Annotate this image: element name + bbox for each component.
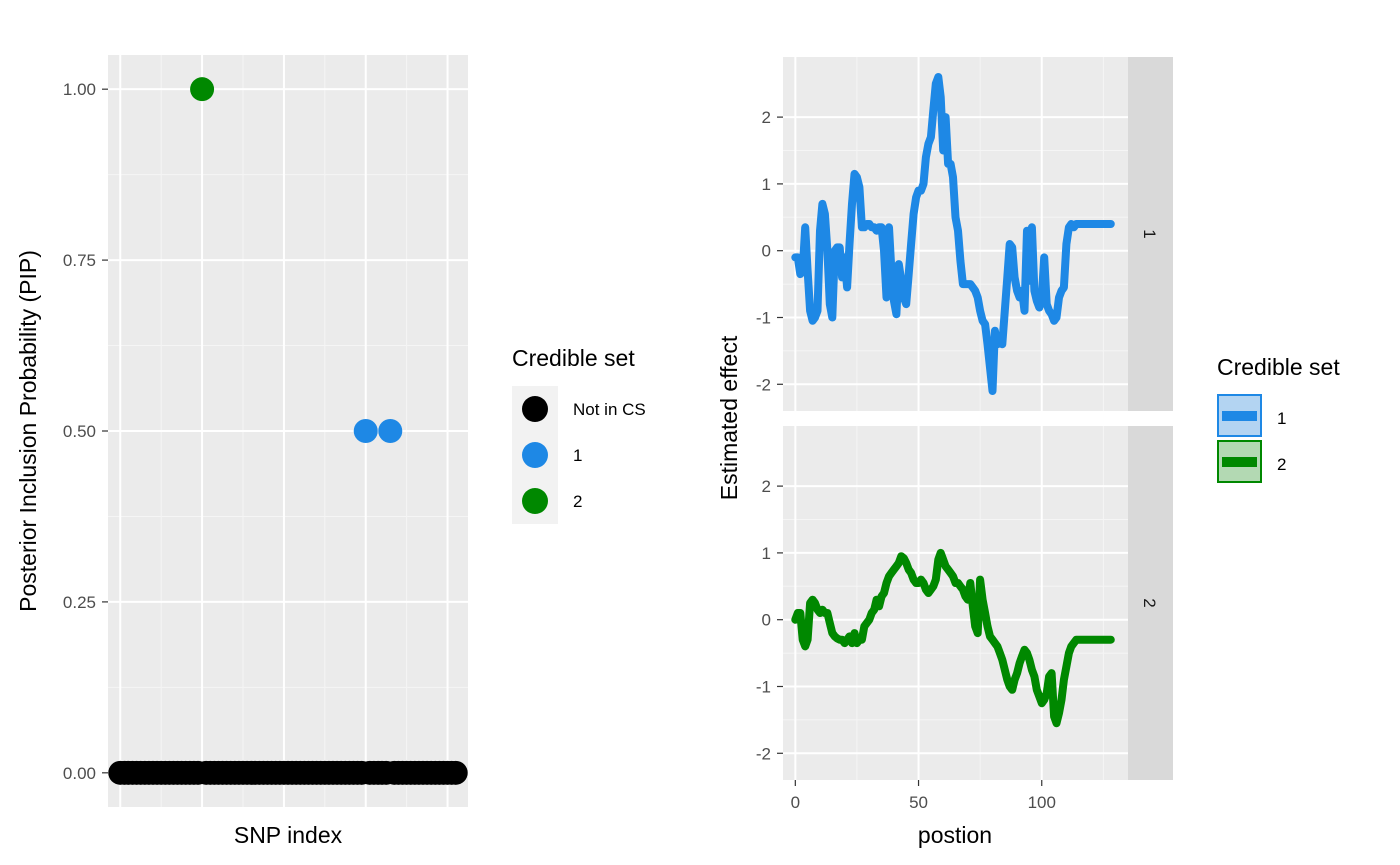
facet-2-strip bbox=[1128, 426, 1173, 780]
pip-y-tick-label: 0.75 bbox=[63, 251, 96, 270]
effect-y-tick-label: 1 bbox=[762, 175, 771, 194]
effect-axes: -2 -1 0 1 2 -2 -1 0 1 2 0 50 100 bbox=[756, 108, 1056, 812]
effect-y-tick-label: 0 bbox=[762, 242, 771, 261]
facet-1-strip-label: 1 bbox=[1140, 229, 1159, 238]
pip-y-axis-title: Posterior Inclusion Probability (PIP) bbox=[15, 250, 41, 612]
pip-legend-title: Credible set bbox=[512, 345, 635, 371]
effect-y-tick-label: 2 bbox=[762, 108, 771, 127]
legend-label-cs-1: 1 bbox=[573, 446, 582, 465]
legend-label-effect-1: 1 bbox=[1277, 409, 1286, 428]
effect-x-tick-label: 100 bbox=[1028, 793, 1056, 812]
effect-y-axis-title: Estimated effect bbox=[716, 335, 742, 500]
facet-1-strip bbox=[1128, 57, 1173, 411]
effect-y-tick-label: -2 bbox=[756, 744, 771, 763]
pip-y-tick-label: 0.25 bbox=[63, 593, 96, 612]
effect-y-tick-label: -1 bbox=[756, 677, 771, 696]
legend-key-not-in-cs bbox=[522, 396, 548, 422]
effect-series-line-2 bbox=[791, 548, 1115, 728]
legend-label-cs-2: 2 bbox=[573, 492, 582, 511]
effect-x-axis-title: postion bbox=[918, 822, 992, 848]
effect-panel: -2 -1 0 1 2 -2 -1 0 1 2 0 50 100 1 2 postion Estimat… bbox=[716, 57, 1173, 848]
effect-y-tick-label: -2 bbox=[756, 375, 771, 394]
legend-label-effect-2: 2 bbox=[1277, 455, 1286, 474]
effect-y-tick-label: 2 bbox=[762, 477, 771, 496]
effect-legend-title: Credible set bbox=[1217, 354, 1340, 380]
pip-y-tick-label: 0.00 bbox=[63, 764, 96, 783]
effect-x-tick-label: 0 bbox=[791, 793, 800, 812]
effect-legend: Credible set 1 2 bbox=[1217, 354, 1340, 483]
effect-series-line-1 bbox=[791, 73, 1115, 395]
pip-point bbox=[353, 419, 378, 443]
effect-y-tick-label: -1 bbox=[756, 308, 771, 327]
pip-legend: Credible set Not in CS 1 2 bbox=[512, 345, 646, 524]
pip-point bbox=[378, 419, 403, 443]
pip-panel: 0.00 0.25 0.50 0.75 1.00 SNP index Posterior… bbox=[15, 55, 468, 848]
facet-2-strip-label: 2 bbox=[1140, 598, 1159, 607]
facet-2-plot-background bbox=[783, 426, 1128, 780]
pip-y-tick-label: 0.50 bbox=[63, 422, 96, 441]
pip-point bbox=[190, 77, 215, 102]
legend-label-not-in-cs: Not in CS bbox=[573, 400, 646, 419]
pip-y-tick-label: 1.00 bbox=[63, 80, 96, 99]
effect-y-tick-label: 0 bbox=[762, 611, 771, 630]
pip-y-axis: 0.00 0.25 0.50 0.75 1.00 bbox=[63, 80, 108, 783]
legend-key-effect-2-line bbox=[1222, 457, 1257, 467]
pip-x-axis-title: SNP index bbox=[234, 822, 343, 848]
effect-y-tick-label: 1 bbox=[762, 544, 771, 563]
legend-key-effect-1-line bbox=[1222, 411, 1257, 421]
pip-point bbox=[443, 760, 468, 785]
effect-lines bbox=[791, 73, 1115, 728]
legend-key-cs-1 bbox=[522, 442, 548, 468]
effect-gridlines bbox=[783, 57, 1128, 780]
effect-x-tick-label: 50 bbox=[909, 793, 928, 812]
legend-key-cs-2 bbox=[522, 488, 548, 514]
pip-points bbox=[108, 77, 468, 785]
